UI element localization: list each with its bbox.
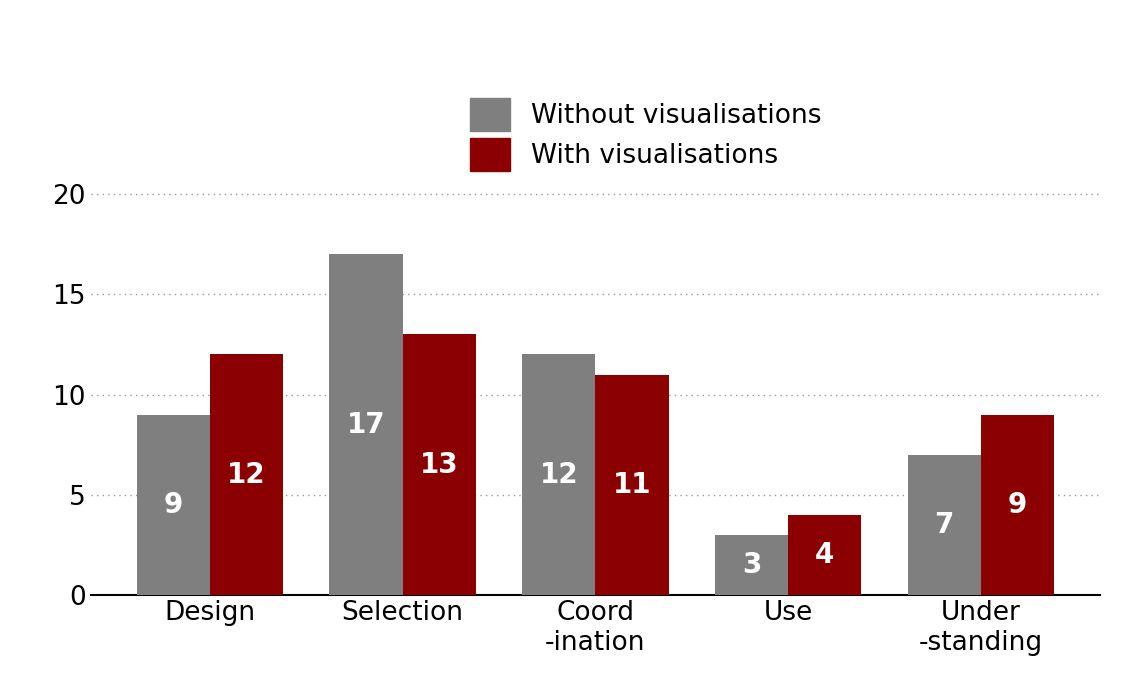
Bar: [595, 374, 669, 595]
Bar: [136, 414, 210, 595]
Bar: [714, 535, 788, 595]
Legend: Without visualisations, With visualisations: Without visualisations, With visualisati…: [459, 88, 832, 181]
Bar: [522, 354, 595, 595]
Bar: [403, 335, 476, 595]
Bar: [981, 414, 1055, 595]
Bar: [907, 455, 981, 595]
Text: 4: 4: [815, 541, 835, 569]
Bar: [329, 254, 403, 595]
Text: 9: 9: [163, 491, 183, 519]
Bar: [788, 514, 862, 595]
Text: 12: 12: [540, 461, 578, 489]
Text: 12: 12: [227, 461, 265, 489]
Text: 11: 11: [612, 470, 651, 498]
Bar: [210, 354, 284, 595]
Text: 17: 17: [347, 411, 386, 439]
Text: 3: 3: [742, 551, 761, 579]
Text: 9: 9: [1008, 491, 1027, 519]
Text: 13: 13: [420, 451, 458, 479]
Text: 7: 7: [934, 511, 954, 539]
